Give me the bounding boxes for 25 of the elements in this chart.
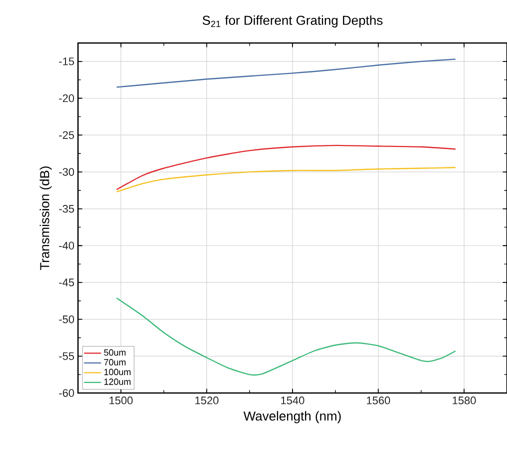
legend-label: 70um (104, 359, 126, 366)
legend-label: 120um (104, 378, 130, 385)
x-tick-label: 1520 (195, 396, 218, 404)
line-series (116, 144, 456, 190)
x-tick-label: 1580 (452, 396, 476, 404)
y-tick-label: -60 (59, 389, 74, 397)
x-tick-label: 1560 (366, 396, 390, 404)
legend-label: 100um (104, 368, 130, 376)
y-axis-title: Transmission (dB) (40, 166, 52, 270)
y-tick-label: -20 (59, 94, 74, 102)
y-tick-label: -15 (59, 58, 74, 66)
y-tick-label: -30 (59, 168, 74, 176)
y-tick-label: -50 (59, 315, 74, 324)
x-tick-label: 1540 (281, 396, 304, 404)
chart-title: S$_{21}$ for Different Grating Depths (202, 15, 382, 28)
y-tick-label: -35 (59, 204, 74, 213)
x-axis-title: Wavelength (nm) (244, 411, 341, 424)
y-tick-label: -25 (59, 131, 74, 139)
x-tick-label: 1500 (110, 396, 133, 404)
y-tick-label: -45 (59, 278, 74, 286)
y-tick-label: -40 (59, 242, 74, 250)
line-series (116, 58, 456, 88)
legend-label: 50um (104, 349, 126, 356)
y-tick-label: -55 (59, 352, 74, 360)
line-series (116, 166, 456, 192)
